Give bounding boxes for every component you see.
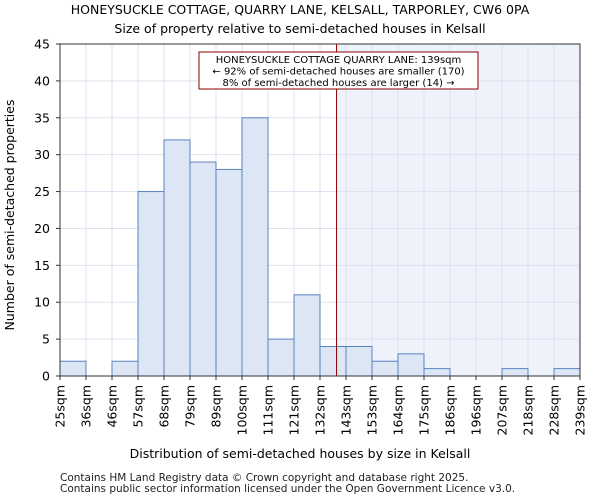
- x-tick-label: 153sqm: [365, 385, 380, 435]
- x-tick-label: 164sqm: [391, 385, 406, 435]
- x-tick-label: 186sqm: [443, 385, 458, 435]
- annotation-line: 8% of semi-detached houses are larger (1…: [222, 78, 454, 89]
- plot-area: 0 5 10 15 20 25 30 35 40 45 25sqm 36sqm 46sqm 57sqm 68…: [34, 37, 587, 436]
- chart-subtitle: Size of property relative to semi-detach…: [114, 21, 485, 36]
- x-tick-label: 207sqm: [495, 385, 510, 435]
- annotation-line: ← 92% of semi-detached houses are smalle…: [212, 67, 464, 78]
- x-tick-label: 228sqm: [547, 385, 562, 435]
- x-axis-label: Distribution of semi-detached houses by …: [130, 446, 471, 461]
- bar: [215, 168, 243, 377]
- x-tick-label: 79sqm: [183, 385, 198, 428]
- x-tick-label: 68sqm: [157, 385, 172, 428]
- x-tick-label: 100sqm: [235, 385, 250, 435]
- bar: [59, 360, 87, 377]
- y-axis-label: Number of semi-detached properties: [2, 100, 17, 331]
- bar: [241, 117, 269, 377]
- bar: [371, 360, 399, 377]
- bar: [397, 353, 425, 377]
- y-tick-label: 35: [34, 110, 50, 125]
- x-tick-label: 111sqm: [261, 385, 276, 435]
- bar: [293, 294, 321, 377]
- y-tick-label: 15: [34, 258, 50, 273]
- bar: [137, 191, 165, 377]
- x-tick-label: 132sqm: [313, 385, 328, 435]
- bar: [423, 368, 451, 377]
- bar: [345, 345, 373, 377]
- footer-line-2: Contains public sector information licen…: [60, 483, 516, 495]
- y-tick-label: 10: [34, 295, 50, 310]
- bar: [267, 338, 295, 377]
- y-tick-label: 5: [42, 332, 50, 347]
- y-tick-label: 40: [34, 73, 50, 88]
- y-tick-label: 25: [34, 184, 50, 199]
- bar: [501, 368, 529, 377]
- annotation-line: HONEYSUCKLE COTTAGE QUARRY LANE: 139sqm: [216, 55, 462, 66]
- x-tick-label: 89sqm: [209, 385, 224, 428]
- y-tick-label: 0: [42, 369, 50, 384]
- y-tick-label: 30: [34, 147, 50, 162]
- x-tick-label: 239sqm: [573, 385, 588, 435]
- x-tick-label: 25sqm: [53, 385, 68, 428]
- x-tick-label: 46sqm: [105, 385, 120, 428]
- x-tick-label: 196sqm: [469, 385, 484, 435]
- x-tick-label: 121sqm: [287, 385, 302, 435]
- bar: [319, 345, 347, 377]
- x-tick-label: 57sqm: [131, 385, 146, 428]
- bar: [111, 360, 139, 377]
- annotation-box: [198, 51, 479, 90]
- bar: [163, 139, 191, 377]
- x-tick-label: 175sqm: [417, 385, 432, 435]
- x-tick-label: 143sqm: [339, 385, 354, 435]
- x-tick-label: 218sqm: [521, 385, 536, 435]
- y-tick-label: 20: [34, 221, 50, 236]
- footer-line-1: Contains HM Land Registry data © Crown c…: [60, 472, 469, 484]
- chart-title: HONEYSUCKLE COTTAGE, QUARRY LANE, KELSAL…: [71, 2, 530, 17]
- bar: [553, 368, 581, 377]
- bar: [189, 161, 217, 377]
- larger-region-shade: [336, 44, 580, 376]
- y-tick-label: 45: [34, 37, 50, 52]
- x-tick-label: 36sqm: [79, 385, 94, 428]
